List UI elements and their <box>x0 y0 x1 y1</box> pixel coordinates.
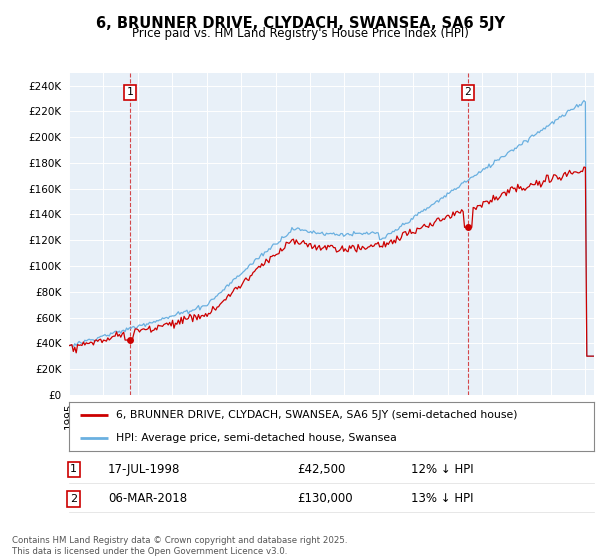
Text: 2: 2 <box>464 87 471 97</box>
Text: £42,500: £42,500 <box>297 463 346 476</box>
Text: 2: 2 <box>70 494 77 504</box>
Text: Contains HM Land Registry data © Crown copyright and database right 2025.
This d: Contains HM Land Registry data © Crown c… <box>12 536 347 556</box>
Text: Price paid vs. HM Land Registry's House Price Index (HPI): Price paid vs. HM Land Registry's House … <box>131 27 469 40</box>
Text: 6, BRUNNER DRIVE, CLYDACH, SWANSEA, SA6 5JY: 6, BRUNNER DRIVE, CLYDACH, SWANSEA, SA6 … <box>95 16 505 31</box>
Text: 1: 1 <box>70 464 77 474</box>
Text: 17-JUL-1998: 17-JUL-1998 <box>108 463 181 476</box>
Text: 13% ↓ HPI: 13% ↓ HPI <box>411 492 473 506</box>
Text: 06-MAR-2018: 06-MAR-2018 <box>108 492 187 506</box>
Text: £130,000: £130,000 <box>297 492 353 506</box>
Text: 6, BRUNNER DRIVE, CLYDACH, SWANSEA, SA6 5JY (semi-detached house): 6, BRUNNER DRIVE, CLYDACH, SWANSEA, SA6 … <box>116 410 518 420</box>
Text: 12% ↓ HPI: 12% ↓ HPI <box>411 463 473 476</box>
Text: 1: 1 <box>127 87 133 97</box>
Text: HPI: Average price, semi-detached house, Swansea: HPI: Average price, semi-detached house,… <box>116 433 397 444</box>
